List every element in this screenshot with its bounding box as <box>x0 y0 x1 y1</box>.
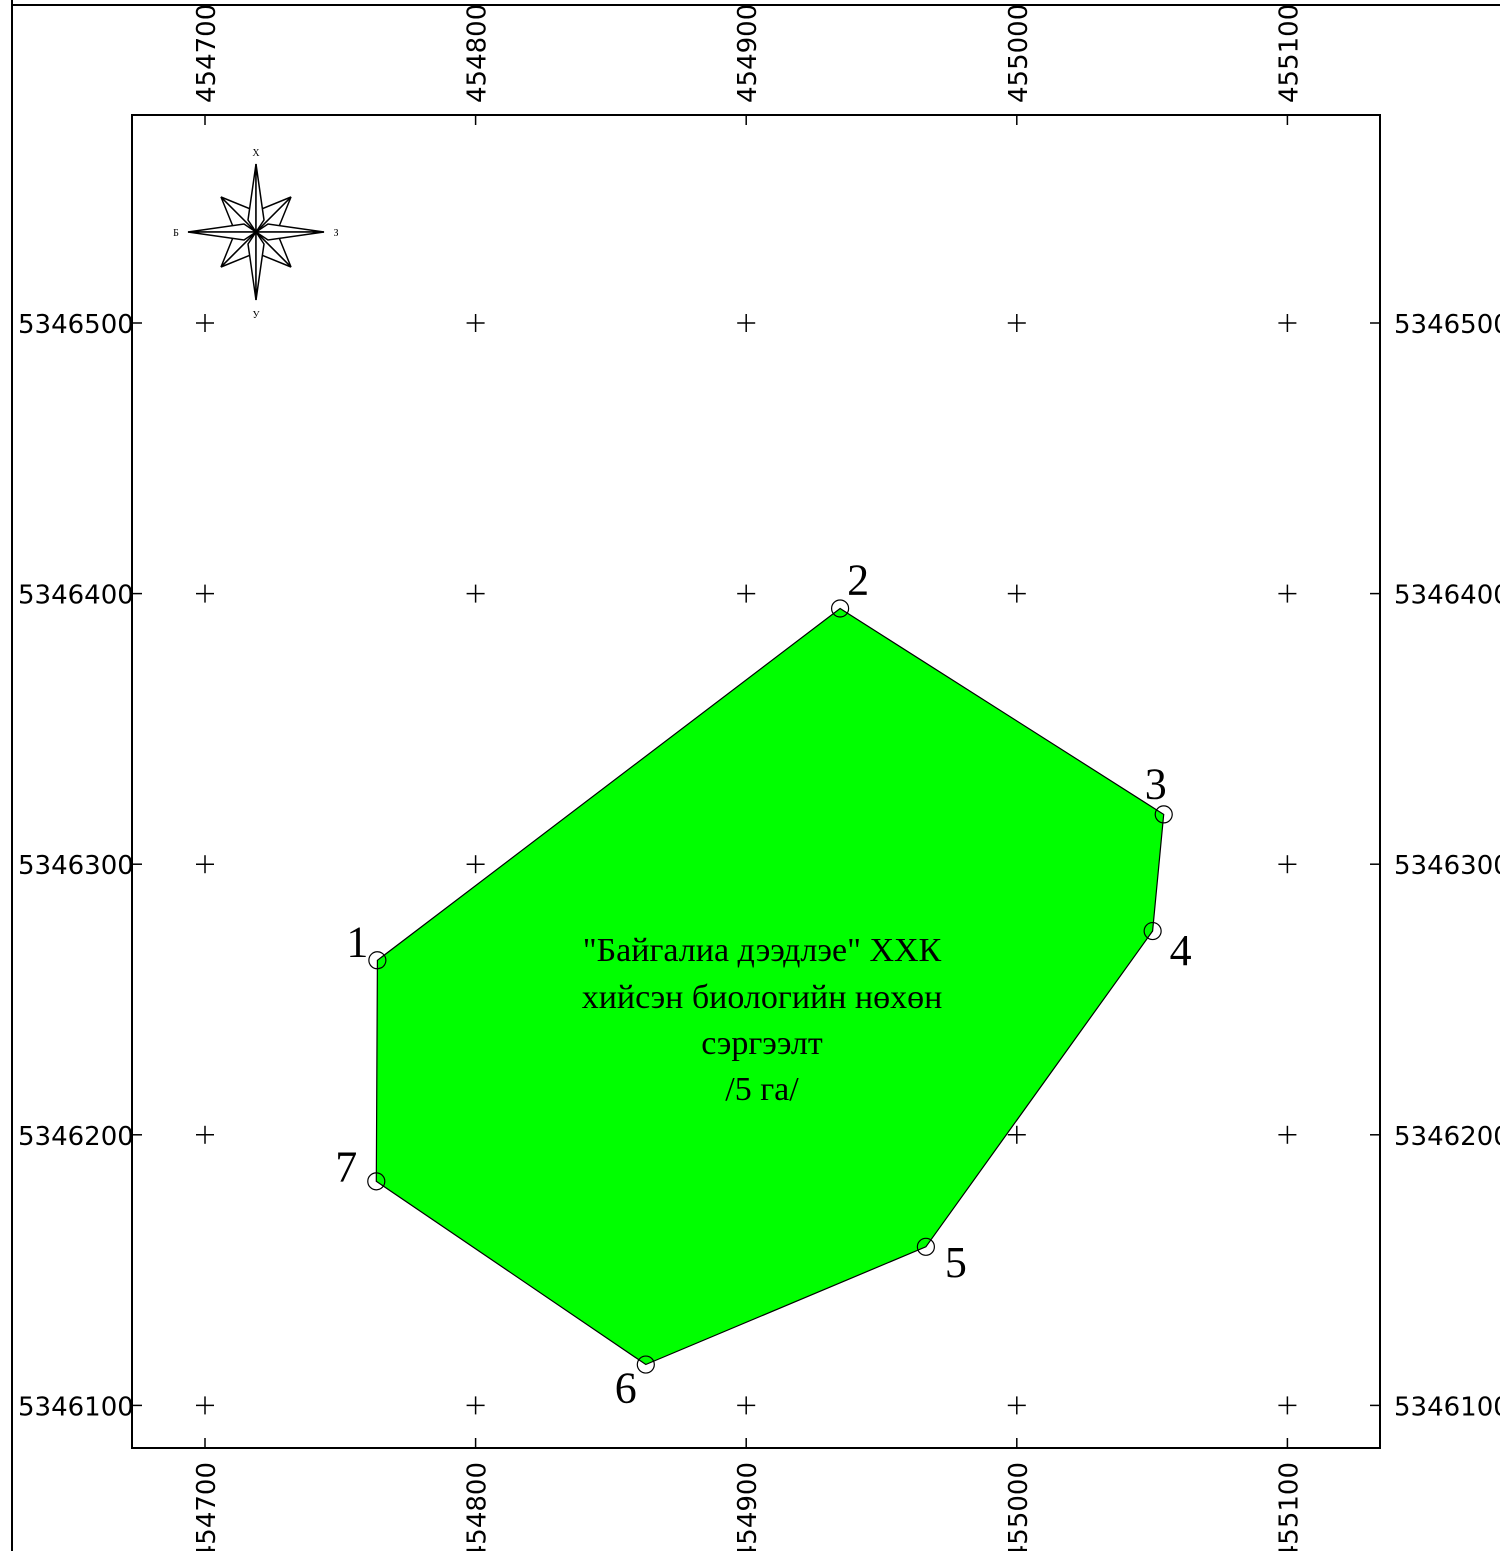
y-right-tick-label: 5346300 <box>1394 851 1500 881</box>
vertex-label: 7 <box>335 1142 357 1191</box>
grid-cross <box>196 314 214 332</box>
grid-cross <box>196 855 214 874</box>
grid-cross <box>737 314 756 332</box>
grid-cross <box>1278 314 1297 332</box>
y-right-tick-label: 5346200 <box>1394 1122 1500 1152</box>
y-right-tick-label: 5346500 <box>1394 310 1500 340</box>
compass-rose-icon: Х У Б З <box>173 148 338 321</box>
vertex-label: 3 <box>1145 759 1167 808</box>
compass-north-letter: Х <box>252 148 260 159</box>
vertex-marker <box>367 1172 386 1191</box>
x-top-tick-label: 454900 <box>733 4 763 103</box>
vertex-label: 6 <box>615 1364 637 1413</box>
area-label-line-2: хийсэн биологийн нөхөн <box>582 979 943 1016</box>
grid-cross <box>1278 584 1297 603</box>
grid-cross <box>466 855 485 874</box>
grid-cross <box>466 584 485 603</box>
compass-south-letter: У <box>252 310 260 321</box>
grid-cross <box>1007 314 1026 332</box>
x-top-tick-label: 455100 <box>1274 4 1304 103</box>
tick-marks <box>132 115 1380 1448</box>
grid-cross <box>196 1125 214 1144</box>
restoration-area-polygon <box>375 607 1165 1366</box>
vertex-label: 4 <box>1170 926 1192 975</box>
x-top-tick-label: 454700 <box>192 4 222 103</box>
grid-cross <box>466 1396 485 1415</box>
y-left-tick-label: 5346400 <box>18 581 134 611</box>
vertex-label: 1 <box>346 917 368 966</box>
grid-cross <box>737 1396 756 1415</box>
grid-cross <box>466 314 485 332</box>
x-bottom-tick-label: 454800 <box>463 1462 493 1551</box>
y-left-tick-label: 5346100 <box>18 1392 134 1422</box>
y-left-tick-label: 5346300 <box>18 851 134 881</box>
x-bottom-tick-label: 454900 <box>733 1462 763 1551</box>
grid-cross <box>196 1396 214 1415</box>
vertex-marker <box>636 1355 655 1374</box>
vertex-marker <box>368 951 387 970</box>
x-axis-bottom-labels: 454700 454800 454900 455000 455100 <box>192 1462 1304 1551</box>
x-bottom-tick-label: 455000 <box>1004 1462 1034 1551</box>
vertex-markers <box>367 599 1173 1374</box>
area-label-line-4: /5 га/ <box>725 1071 799 1108</box>
grid-cross <box>1007 584 1026 603</box>
compass-west-letter: Б <box>173 228 179 239</box>
vertex-marker <box>830 599 850 618</box>
x-top-tick-label: 454800 <box>463 4 493 103</box>
x-bottom-tick-label: 455100 <box>1274 1462 1304 1551</box>
vertex-label: 5 <box>945 1238 967 1287</box>
grid-cross <box>1007 1125 1026 1144</box>
vertex-marker <box>1154 805 1173 824</box>
vertex-label: 2 <box>847 555 869 604</box>
grid-cross <box>1278 1125 1297 1144</box>
map-frame <box>131 114 1381 1449</box>
y-axis-left-labels: 5346500 5346400 5346300 5346200 5346100 <box>18 310 134 1422</box>
grid-cross <box>196 584 214 603</box>
vertex-marker <box>916 1237 935 1256</box>
x-axis-top-labels: 454700 454800 454900 455000 455100 <box>192 4 1304 103</box>
y-axis-right-labels: 5346500 5346400 5346300 5346200 5346100 <box>1394 310 1500 1422</box>
area-label-line-1: "Байгалиа дээдлэе" ХХК <box>583 932 942 969</box>
area-label-line-3: сэргээлт <box>701 1025 823 1062</box>
x-top-tick-label: 455000 <box>1004 4 1034 103</box>
area-label: "Байгалиа дээдлэе" ХХК хийсэн биологийн … <box>582 932 943 1108</box>
y-right-tick-label: 5346100 <box>1394 1392 1500 1422</box>
y-left-tick-label: 5346500 <box>18 310 134 340</box>
compass-east-letter: З <box>333 228 338 239</box>
grid-cross <box>1278 855 1297 874</box>
grid-cross <box>1007 1396 1026 1415</box>
grid-cross <box>1278 1396 1297 1415</box>
grid-cross <box>737 584 756 603</box>
y-left-tick-label: 5346200 <box>18 1122 134 1152</box>
y-right-tick-label: 5346400 <box>1394 581 1500 611</box>
x-bottom-tick-label: 454700 <box>192 1462 222 1551</box>
vertex-marker <box>1143 921 1162 941</box>
vertex-labels: 1 2 3 4 5 6 7 <box>335 555 1191 1412</box>
